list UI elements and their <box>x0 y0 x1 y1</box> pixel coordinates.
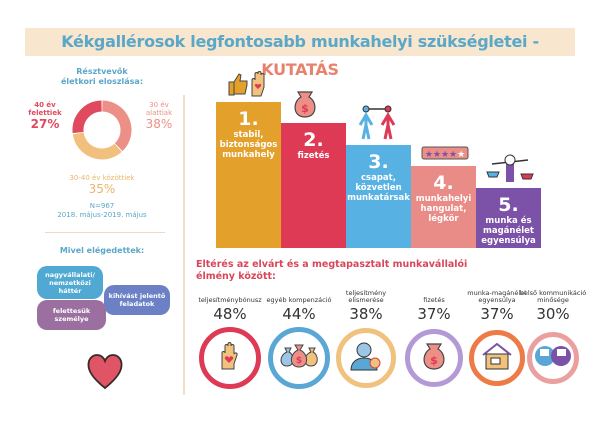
bubble-supervisor: felettesük személye <box>37 300 106 330</box>
donut-segment <box>72 100 103 134</box>
money-bag-icon: $ <box>420 341 448 375</box>
bubble-text: nagyvállalati/ nemzetközi háttér <box>45 270 95 295</box>
money-bags-icon: $ <box>279 344 319 372</box>
rank-label: stabil, biztonságos munkahely <box>219 130 278 160</box>
gap-value: 48% <box>213 305 247 323</box>
gap-heading-line: élmény között: <box>196 271 276 282</box>
balance-scale-icon <box>486 154 534 188</box>
gap-label: munka-magánélet egyensúlya <box>467 289 527 304</box>
ranking-bar-2: 2. fizetés <box>281 123 346 248</box>
divider <box>183 95 185 395</box>
money-bag-icon: $ <box>291 89 319 123</box>
value: 35% <box>88 182 116 196</box>
sample-size: N=967 <box>89 202 115 210</box>
gap-heading-line: Eltérés az elvárt és a megtapasztalt mun… <box>196 259 468 270</box>
ranking-bar-1: 1. stabil, biztonságos munkahely <box>216 102 281 248</box>
rank-number: 5. <box>498 194 519 216</box>
label: felettiek <box>28 109 62 117</box>
gap-label: fizetés <box>423 296 445 304</box>
gap-label: teljesítménybónusz <box>198 296 262 304</box>
age-label-under30: 30 év alattiak 38% <box>138 101 180 131</box>
gap-item: teljesítmény elismerése 38% <box>332 282 400 324</box>
title-text: Kékgallérosok legfontosabb munkahelyi sz… <box>61 32 539 51</box>
survey-period: 2018. május-2019. május <box>57 211 147 219</box>
gap-item: munka-magánélet egyensúlya 37% <box>463 282 531 324</box>
rank-number: 3. <box>368 151 389 173</box>
gap-label: belső kommunikáció minősége <box>519 289 587 304</box>
sample-info: N=967 2018. május-2019. május <box>40 202 164 220</box>
rank-number: 4. <box>433 172 454 194</box>
rank-label: munkahelyi hangulat, légkör <box>415 194 472 224</box>
label: alattiak <box>145 109 173 117</box>
gap-value: 37% <box>480 305 514 323</box>
title-accent: KUTATÁS <box>261 60 339 79</box>
home-office-icon <box>481 342 513 374</box>
title-banner: Kékgallérosok legfontosabb munkahelyi sz… <box>25 28 575 79</box>
svg-text:$: $ <box>301 102 309 115</box>
label: 30 év <box>149 101 169 109</box>
ranking-bar-4: 4. munkahelyi hangulat, légkör <box>411 166 476 248</box>
gap-icon-circle <box>199 327 261 389</box>
age-label-30-40: 30-40 év közöttiek 35% <box>40 174 164 196</box>
gap-icon-circle <box>469 330 525 386</box>
value: 38% <box>145 117 173 131</box>
gap-heading: Eltérés az elvárt és a megtapasztalt mun… <box>196 259 467 283</box>
age-heading-line: életkori eloszlása: <box>60 77 144 86</box>
bubble-text: kihívást jelentő feladatok <box>108 292 166 308</box>
gap-value: 37% <box>417 305 451 323</box>
age-donut-chart <box>72 100 132 160</box>
communication-icon <box>533 344 573 372</box>
svg-text:★★★★★: ★★★★★ <box>425 150 465 160</box>
donut-segment <box>72 132 122 160</box>
rank-label: csapat, közvetlen munkatársak <box>347 173 410 203</box>
gap-icon-circle: $ <box>405 329 463 387</box>
svg-text:$: $ <box>430 354 438 367</box>
gap-value: 30% <box>536 305 570 323</box>
bubble-text: felettesük személye <box>52 307 91 323</box>
ranking-bar-5: 5. munka és magánélet egyensúlya <box>476 188 541 248</box>
gap-value: 44% <box>282 305 316 323</box>
age-heading: Résztvevők életkori eloszlása: <box>40 67 164 87</box>
satisfied-heading: Mivel elégedettek: <box>59 246 145 255</box>
gap-icon-circle: $ <box>268 327 330 389</box>
person-award-icon <box>349 341 383 375</box>
rank-label: munka és magánélet egyensúlya <box>481 216 536 246</box>
gap-label: teljesítmény elismerése <box>345 289 387 304</box>
heart-icon <box>87 354 123 390</box>
rank-number: 1. <box>238 108 259 130</box>
bubble-challenging-tasks: kihívást jelentő feladatok <box>104 285 170 315</box>
rank-number: 2. <box>303 129 324 151</box>
gap-item: egyéb kompenzáció 44% <box>265 282 333 324</box>
bubble-corporate-background: nagyvállalati/ nemzetközi háttér <box>37 266 103 299</box>
gap-item: belső kommunikáció minősége 30% <box>519 282 587 324</box>
age-heading-line: Résztvevők <box>76 67 128 76</box>
gap-icon-circle <box>527 332 579 384</box>
thumbs-up-hand-heart-icon <box>226 68 270 102</box>
star-rating-icon: ★★★★★ <box>421 146 469 166</box>
label: 30-40 év közöttiek <box>69 174 135 182</box>
connected-people-icon <box>356 105 400 145</box>
age-label-40plus: 40 év felettiek 27% <box>22 101 68 131</box>
gap-item: fizetés 37% <box>400 282 468 324</box>
gap-label: egyéb kompenzáció <box>266 296 332 304</box>
gap-icon-circle <box>336 328 396 388</box>
hand-heart-icon <box>218 341 242 375</box>
gap-value: 38% <box>349 305 383 323</box>
gap-item: teljesítménybónusz 48% <box>196 282 264 324</box>
divider <box>45 232 165 233</box>
rank-label: fizetés <box>297 151 330 161</box>
ranking-bar-3: 3. csapat, közvetlen munkatársak <box>346 145 411 248</box>
svg-text:$: $ <box>296 356 302 366</box>
label: 40 év <box>34 101 56 109</box>
donut-segment <box>101 100 132 152</box>
value: 27% <box>30 117 60 131</box>
